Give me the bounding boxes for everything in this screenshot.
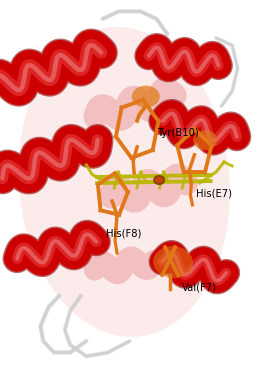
Ellipse shape	[154, 176, 164, 184]
Ellipse shape	[132, 86, 160, 108]
Ellipse shape	[18, 27, 230, 337]
Ellipse shape	[193, 130, 217, 150]
Text: Tyr(B10): Tyr(B10)	[157, 128, 199, 138]
Text: His(E7): His(E7)	[196, 189, 232, 199]
Ellipse shape	[153, 246, 193, 278]
Text: Val(F7): Val(F7)	[182, 283, 217, 293]
Text: His(F8): His(F8)	[106, 228, 141, 238]
